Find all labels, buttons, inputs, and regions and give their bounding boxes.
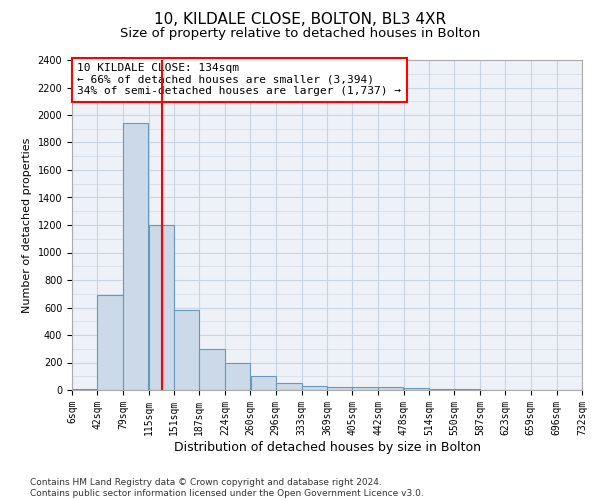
- Bar: [97, 295, 123, 390]
- Text: Size of property relative to detached houses in Bolton: Size of property relative to detached ho…: [120, 28, 480, 40]
- Bar: [429, 388, 454, 390]
- Bar: [124, 123, 148, 390]
- Bar: [276, 383, 302, 390]
- Bar: [379, 387, 403, 390]
- Bar: [226, 362, 250, 390]
- X-axis label: Distribution of detached houses by size in Bolton: Distribution of detached houses by size …: [173, 440, 481, 454]
- Bar: [404, 388, 428, 390]
- Bar: [251, 376, 275, 390]
- Bar: [327, 386, 352, 390]
- Bar: [199, 349, 225, 390]
- Bar: [352, 387, 378, 390]
- Bar: [149, 225, 173, 390]
- Bar: [174, 310, 199, 390]
- Bar: [302, 386, 327, 390]
- Y-axis label: Number of detached properties: Number of detached properties: [22, 138, 32, 312]
- Text: Contains HM Land Registry data © Crown copyright and database right 2024.
Contai: Contains HM Land Registry data © Crown c…: [30, 478, 424, 498]
- Text: 10 KILDALE CLOSE: 134sqm
← 66% of detached houses are smaller (3,394)
34% of sem: 10 KILDALE CLOSE: 134sqm ← 66% of detach…: [77, 64, 401, 96]
- Text: 10, KILDALE CLOSE, BOLTON, BL3 4XR: 10, KILDALE CLOSE, BOLTON, BL3 4XR: [154, 12, 446, 28]
